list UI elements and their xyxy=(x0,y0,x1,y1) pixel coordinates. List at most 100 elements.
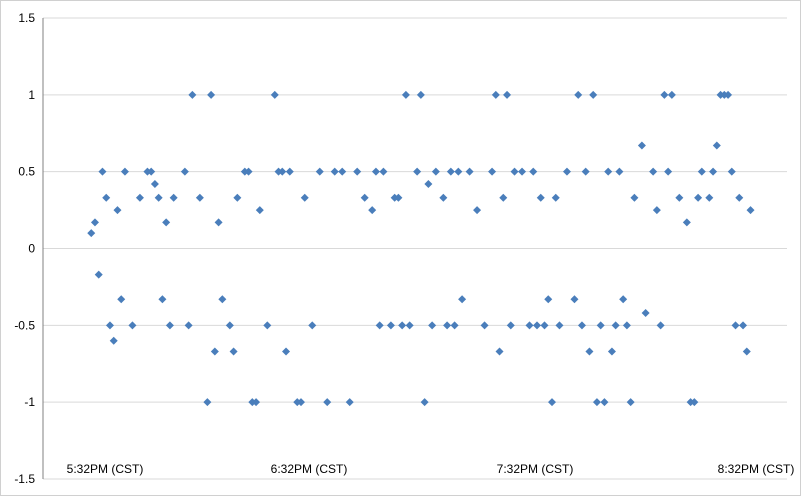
data-point xyxy=(735,193,744,202)
data-point xyxy=(660,90,669,99)
data-point xyxy=(405,321,414,330)
data-point xyxy=(626,398,635,407)
data-point xyxy=(315,167,324,176)
data-point xyxy=(252,398,261,407)
data-point xyxy=(473,206,482,215)
x-tick-label: 7:32PM (CST) xyxy=(497,462,574,476)
y-tick-label: 0 xyxy=(28,242,35,256)
data-point xyxy=(345,398,354,407)
data-point xyxy=(739,321,748,330)
data-point xyxy=(731,321,740,330)
data-point xyxy=(694,193,703,202)
data-point xyxy=(338,167,347,176)
x-tick-labels: 5:32PM (CST) 6:32PM (CST) 7:32PM (CST) 8:32… xyxy=(67,462,795,476)
data-point xyxy=(533,321,542,330)
data-point xyxy=(465,167,474,176)
data-point xyxy=(210,347,219,356)
data-point xyxy=(105,321,114,330)
data-point xyxy=(285,167,294,176)
data-point xyxy=(746,206,755,215)
data-point xyxy=(675,193,684,202)
y-tick-label: -0.5 xyxy=(14,318,35,332)
data-point xyxy=(724,90,733,99)
data-point xyxy=(585,347,594,356)
data-point xyxy=(300,193,309,202)
data-point xyxy=(656,321,665,330)
data-point xyxy=(244,167,253,176)
data-point xyxy=(652,206,661,215)
data-point xyxy=(413,167,422,176)
data-point xyxy=(214,218,223,227)
data-point xyxy=(195,193,204,202)
data-point xyxy=(525,321,534,330)
data-point xyxy=(506,321,515,330)
data-point xyxy=(263,321,272,330)
data-point xyxy=(424,179,433,188)
data-point xyxy=(375,321,384,330)
data-point xyxy=(102,193,111,202)
data-point xyxy=(664,167,673,176)
data-point xyxy=(705,193,714,202)
data-point xyxy=(480,321,489,330)
data-point xyxy=(135,193,144,202)
data-point xyxy=(727,167,736,176)
data-point xyxy=(233,193,242,202)
data-point xyxy=(323,398,332,407)
data-point xyxy=(540,321,549,330)
data-point xyxy=(697,167,706,176)
y-tick-label: -1 xyxy=(24,395,35,409)
data-point xyxy=(518,167,527,176)
data-point xyxy=(117,295,126,304)
data-point xyxy=(709,167,718,176)
data-point xyxy=(162,218,171,227)
data-point xyxy=(270,90,279,99)
data-point xyxy=(529,167,538,176)
data-point xyxy=(503,90,512,99)
data-point xyxy=(255,206,264,215)
data-point xyxy=(282,347,291,356)
data-point xyxy=(611,321,620,330)
data-point xyxy=(398,321,407,330)
data-point xyxy=(600,398,609,407)
data-point xyxy=(592,398,601,407)
data-point xyxy=(454,167,463,176)
data-point xyxy=(510,167,519,176)
data-points xyxy=(87,90,755,407)
data-point xyxy=(491,90,500,99)
data-point xyxy=(308,321,317,330)
data-point xyxy=(165,321,174,330)
data-point xyxy=(667,90,676,99)
data-point xyxy=(570,295,579,304)
data-point xyxy=(128,321,137,330)
data-point xyxy=(690,398,699,407)
data-point xyxy=(120,167,129,176)
data-point xyxy=(401,90,410,99)
data-point xyxy=(368,206,377,215)
x-tick-label: 8:32PM (CST) xyxy=(718,462,795,476)
data-point xyxy=(420,398,429,407)
data-point xyxy=(596,321,605,330)
data-point xyxy=(446,167,455,176)
data-point xyxy=(90,218,99,227)
data-point xyxy=(379,167,388,176)
data-point xyxy=(581,167,590,176)
data-point xyxy=(113,206,122,215)
x-tick-label: 5:32PM (CST) xyxy=(67,462,144,476)
data-point xyxy=(615,167,624,176)
y-tick-label: -1.5 xyxy=(14,472,35,486)
data-point xyxy=(574,90,583,99)
y-tick-label: 1 xyxy=(28,88,35,102)
x-tick-label: 6:32PM (CST) xyxy=(271,462,348,476)
data-point xyxy=(188,90,197,99)
y-tick-label: 1.5 xyxy=(18,11,35,25)
data-point xyxy=(547,398,556,407)
data-point xyxy=(742,347,751,356)
data-point xyxy=(353,167,362,176)
data-point xyxy=(229,347,238,356)
y-tick-label: 0.5 xyxy=(18,165,35,179)
data-point xyxy=(536,193,545,202)
data-point xyxy=(619,295,628,304)
data-point xyxy=(109,336,118,345)
